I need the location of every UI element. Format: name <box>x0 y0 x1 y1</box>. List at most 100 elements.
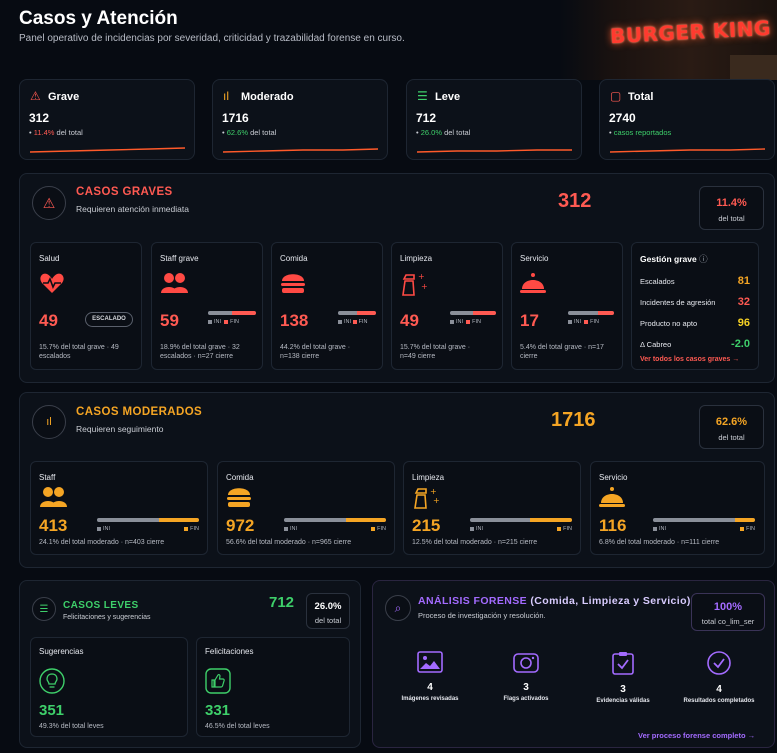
stat-value: 312 <box>29 111 50 125</box>
brand-banner-text: BURGER KING <box>609 15 772 49</box>
card-note: 46.5% del total leves <box>205 723 270 730</box>
leve-card-sugerencias[interactable]: Sugerencias 351 49.3% del total leves <box>30 637 188 737</box>
gestion-row-label: Escalados <box>640 277 675 286</box>
stat-card-moderado[interactable]: ıl Moderado 1716 • 62.6% del total <box>212 79 388 160</box>
card-note: 24.1% del total moderado · n=403 cierre <box>39 539 165 546</box>
gestion-row-value: 32 <box>737 296 750 308</box>
card-label: Limpieza <box>400 254 433 263</box>
pct-label: del total <box>314 616 342 625</box>
check-circle-icon <box>707 651 731 675</box>
mod-card-staff[interactable]: Staff 413 INI FIN 24.1% del total moderad… <box>30 461 208 555</box>
pct-label: total co_lim_ser <box>701 617 755 626</box>
bar-chart-icon: ıl <box>223 89 229 103</box>
stat-label: Leve <box>435 91 461 103</box>
card-value: 331 <box>205 702 231 719</box>
card-value: 49 <box>39 311 58 330</box>
grave-card-staff[interactable]: Staff grave 59 INI FIN 18.9% del total g… <box>151 242 263 370</box>
card-label: Felicitaciones <box>205 647 254 656</box>
section-leves: ☰ CASOS LEVES Felicitaciones y sugerenci… <box>19 580 361 748</box>
bar-chart-icon: ıl <box>32 405 66 439</box>
forense-value: 4 <box>427 682 433 693</box>
card-label: Salud <box>39 254 60 263</box>
grave-card-comida[interactable]: Comida 138 INI FIN 44.2% del total grave… <box>271 242 383 370</box>
pct-label: del total <box>718 433 745 442</box>
forense-item-flags: 3 Flags activados <box>486 651 566 702</box>
bar-legend: INI FIN <box>208 319 239 325</box>
forense-label: Imágenes revisadas <box>401 696 459 702</box>
grave-card-salud[interactable]: Salud 49 ESCALADO 15.7% del total grave … <box>30 242 142 370</box>
burger-icon <box>227 488 251 507</box>
gestion-grave-panel: Gestión grave ⓘ Escalados 81 Incidentes … <box>631 242 759 370</box>
card-value: 59 <box>160 311 179 330</box>
pct-box: 62.6% del total <box>699 405 764 449</box>
svg-text:+: + <box>430 487 437 496</box>
card-label: Comida <box>280 254 308 263</box>
ver-forense-link[interactable]: Ver proceso forense completo → <box>638 731 756 740</box>
progress-bar <box>653 518 755 522</box>
list-icon: ☰ <box>32 597 56 621</box>
grave-card-servicio[interactable]: Servicio 17 INI FIN 5.4% del total grave… <box>511 242 623 370</box>
card-value: 138 <box>280 311 309 330</box>
forense-value: 4 <box>716 684 722 695</box>
card-value: 351 <box>39 702 65 719</box>
section-subtitle: Requieren atención inmediata <box>76 204 189 214</box>
page-subtitle: Panel operativo de incidencias por sever… <box>19 33 405 44</box>
forense-item-resultados: 4 Resultados completados <box>679 651 759 704</box>
progress-bar <box>450 311 496 315</box>
bar-legend: INI FIN <box>568 319 599 325</box>
gestion-title: Gestión grave ⓘ <box>640 254 708 264</box>
gestion-row-value: 96 <box>737 317 750 329</box>
spray-bottle-icon: + + <box>402 272 428 296</box>
card-value: 17 <box>520 311 539 330</box>
camera-icon <box>513 653 539 673</box>
users-icon <box>40 487 67 507</box>
section-title: ANÁLISIS FORENSE (Comida, Limpieza y Ser… <box>418 595 691 607</box>
card-label: Staff <box>39 473 56 482</box>
leve-card-felicitaciones[interactable]: Felicitaciones 331 46.5% del total leves <box>196 637 350 737</box>
forense-label: Flags activados <box>503 696 549 702</box>
pct-value: 26.0% <box>314 601 342 612</box>
card-label: Sugerencias <box>39 647 84 656</box>
card-value: 215 <box>412 516 441 535</box>
sparkline <box>30 147 185 153</box>
bar-legend: INI FIN <box>338 319 367 325</box>
cloche-icon <box>599 487 625 507</box>
pct-box: 11.4% del total <box>699 186 764 230</box>
section-forense: ⌕ ANÁLISIS FORENSE (Comida, Limpieza y S… <box>372 580 775 748</box>
bar-legend: INI FIN <box>450 319 481 325</box>
card-note: 6.8% del total moderado · n=111 cierre <box>599 539 720 546</box>
card-note: 15.7% del total grave · 49 escalados <box>39 344 119 360</box>
card-label: Limpieza <box>412 473 445 482</box>
bar-legend: INI FIN <box>284 526 386 532</box>
heart-pulse-icon <box>40 273 64 293</box>
progress-bar <box>284 518 386 522</box>
card-note: 15.7% del total grave · n=49 cierre <box>400 344 471 360</box>
card-note: 44.2% del total grave · n=138 cierre <box>280 344 351 360</box>
gestion-row-value: 81 <box>737 275 750 287</box>
pct-label: del total <box>718 214 745 223</box>
message-icon: ▢ <box>610 89 622 103</box>
card-note: 56.6% del total moderado · n=965 cierre <box>226 539 352 546</box>
stat-label: Grave <box>48 91 80 103</box>
info-icon: ⓘ <box>699 254 708 264</box>
section-moderados: ıl CASOS MODERADOS Requieren seguimiento… <box>19 392 775 568</box>
mod-card-comida[interactable]: Comida 972 INI FIN 56.6% del total modera… <box>217 461 395 555</box>
grave-card-limpieza[interactable]: Limpieza + + 49 INI FIN 15.7% del total … <box>391 242 503 370</box>
banner-decoration <box>730 55 777 80</box>
cloche-icon <box>520 273 546 293</box>
mod-card-servicio[interactable]: Servicio 116 INI FIN 6.8% del total moder… <box>590 461 765 555</box>
brand-banner: BURGER KING <box>560 0 777 80</box>
svg-text:+: + <box>421 282 428 291</box>
mod-card-limpieza[interactable]: Limpieza + + 215 INI FIN 12.5% del total … <box>403 461 581 555</box>
users-icon <box>161 273 188 293</box>
card-note: 18.9% del total grave · 32 escalados · n=… <box>160 344 240 360</box>
stat-card-total[interactable]: ▢ Total 2740 • casos reportados <box>599 79 775 160</box>
section-total: 1716 <box>551 409 596 431</box>
ver-graves-link[interactable]: Ver todos los casos graves → <box>640 356 740 363</box>
stat-card-leve[interactable]: ☰ Leve 712 • 26.0% del total <box>406 79 582 160</box>
progress-bar <box>470 518 572 522</box>
gestion-row-label: Δ Cabreo <box>640 340 672 349</box>
stat-label: Moderado <box>241 91 294 103</box>
warning-icon: ⚠ <box>30 89 41 103</box>
stat-card-grave[interactable]: ⚠ Grave 312 • 11.4% del total <box>19 79 195 160</box>
